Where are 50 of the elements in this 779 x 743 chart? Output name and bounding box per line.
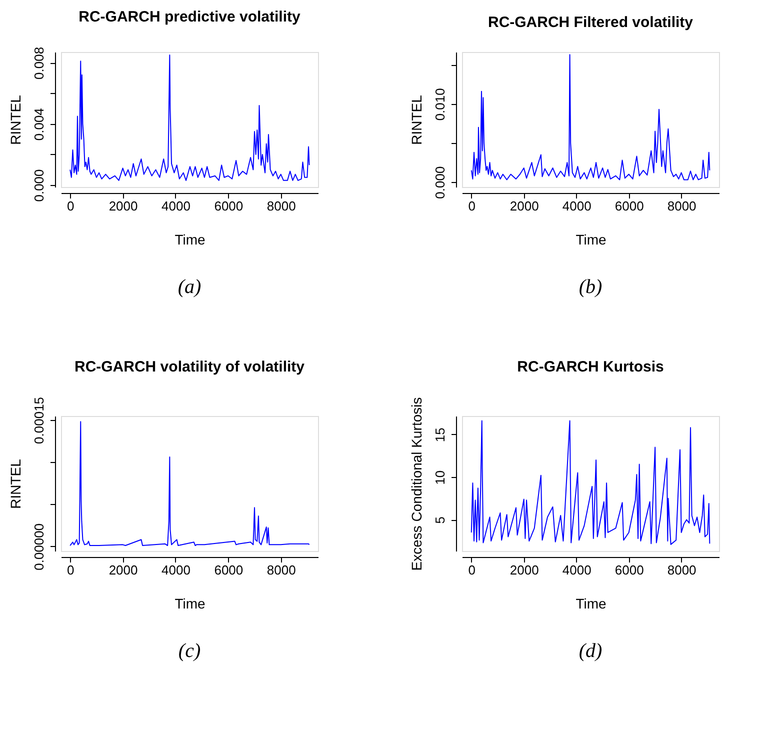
x-tick-label: 6000 xyxy=(614,198,644,214)
y-tick-label: 0.010 xyxy=(432,88,448,121)
x-tick-label: 6000 xyxy=(614,562,644,578)
x-tick-label: 4000 xyxy=(562,198,592,214)
line-series xyxy=(70,421,310,546)
x-tick-label: 2000 xyxy=(510,562,539,578)
y-axis-title: RINTEL xyxy=(408,94,424,145)
y-tick-label: 5 xyxy=(432,516,448,524)
y-axis-title: Excess Conditional Kurtosis xyxy=(408,397,424,571)
chart-title: RC-GARCH Kurtosis xyxy=(517,358,664,376)
x-tick-label: 6000 xyxy=(214,562,244,578)
x-tick-label: 0 xyxy=(66,562,74,578)
x-tick-label: 2000 xyxy=(510,198,539,214)
y-axis-title: RINTEL xyxy=(8,458,24,509)
text: (c) xyxy=(178,640,201,662)
y-tick-label: 0.00000 xyxy=(32,523,46,570)
x-tick-label: 4000 xyxy=(162,562,190,578)
line-series xyxy=(70,54,310,181)
chart-title: RC-GARCH volatility of volatility xyxy=(74,358,306,376)
y-tick-label: 0.008 xyxy=(32,46,46,80)
x-tick-label: 4000 xyxy=(562,562,592,578)
x-axis-title: Time xyxy=(174,596,206,612)
x-tick-label: 2000 xyxy=(108,198,138,214)
y-tick-label: 0.00015 xyxy=(32,396,46,444)
x-tick-label: 0 xyxy=(468,562,476,578)
y-tick-label: 15 xyxy=(432,428,448,442)
line-series xyxy=(470,420,710,545)
x-tick-label: 4000 xyxy=(162,198,190,214)
chart-title: RC-GARCH predictive volatility xyxy=(78,8,301,26)
y-tick-label: 0.000 xyxy=(432,166,448,199)
x-tick-label: 8000 xyxy=(667,562,696,578)
x-tick-label: 8000 xyxy=(266,198,296,214)
x-tick-label: 6000 xyxy=(214,198,244,214)
text: (b) xyxy=(578,276,602,298)
x-tick-label: 8000 xyxy=(266,562,296,578)
y-axis-title: RINTEL xyxy=(8,94,24,145)
x-tick-label: 0 xyxy=(66,198,74,214)
x-axis-title: Time xyxy=(174,232,206,248)
y-tick-label: 10 xyxy=(432,470,448,485)
x-tick-label: 0 xyxy=(468,198,476,214)
x-axis-title: Time xyxy=(576,232,607,248)
line-series xyxy=(470,54,710,180)
text: (a) xyxy=(178,276,202,298)
x-tick-label: 2000 xyxy=(108,562,138,578)
chart-title: RC-GARCH Filtered volatility xyxy=(488,14,694,31)
x-tick-label: 8000 xyxy=(667,198,696,214)
y-tick-label: 0.000 xyxy=(32,169,46,202)
text: (d) xyxy=(578,640,602,662)
x-axis-title: Time xyxy=(576,596,607,612)
y-tick-label: 0.004 xyxy=(32,108,46,141)
